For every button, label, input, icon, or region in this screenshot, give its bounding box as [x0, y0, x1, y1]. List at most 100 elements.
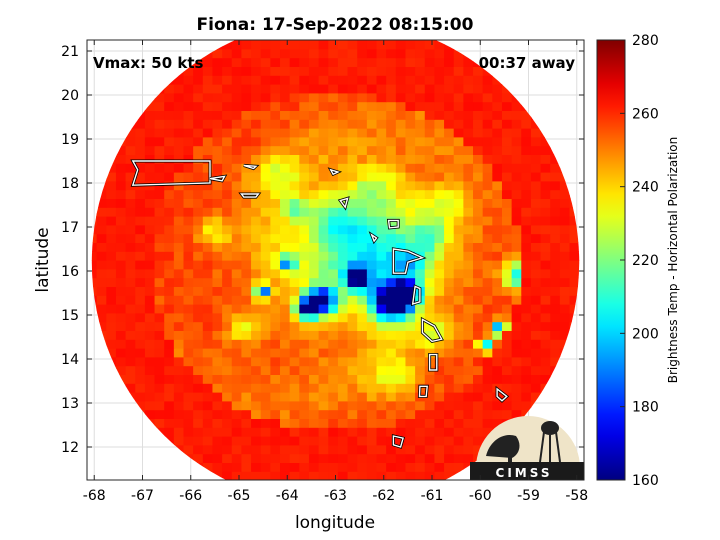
swath-cell: [405, 295, 416, 305]
swath-cell: [444, 330, 455, 340]
swath-cell: [318, 409, 329, 419]
swath-cell: [463, 207, 474, 217]
swath-cell: [347, 101, 358, 111]
swath-cell: [173, 330, 185, 340]
swath-cell: [164, 224, 175, 235]
swath-cell: [405, 92, 416, 103]
swath-cell: [135, 374, 146, 384]
swath-cell: [511, 339, 522, 349]
swath-cell: [280, 268, 291, 279]
swath-cell: [260, 92, 271, 103]
swath-cell: [289, 198, 300, 208]
swath-cell: [444, 224, 455, 235]
swath-cell: [357, 392, 368, 402]
swath-cell: [405, 110, 416, 120]
swath-cell: [289, 286, 300, 296]
swath-cell: [135, 198, 146, 208]
swath-cell: [453, 277, 464, 287]
swath-cell: [559, 198, 571, 208]
swath-cell: [415, 101, 426, 111]
swath-cell: [222, 145, 233, 155]
swath-cell: [434, 471, 445, 480]
swath-cell: [453, 286, 464, 296]
swath-cell: [453, 57, 464, 67]
swath-cell: [501, 260, 513, 270]
swath-cell: [337, 136, 349, 147]
swath-cell: [144, 286, 156, 296]
swath-cell: [164, 312, 175, 323]
swath-cell: [144, 128, 156, 138]
swath-cell: [308, 101, 320, 111]
virgin-islands: [243, 164, 258, 170]
swath-cell: [202, 207, 214, 217]
swath-cell: [299, 40, 310, 50]
swath-cell: [115, 216, 127, 226]
swath-cell: [280, 286, 291, 296]
swath-cell: [473, 66, 484, 76]
swath-cell: [251, 224, 262, 235]
swath-cell: [540, 145, 551, 155]
swath-cell: [550, 198, 561, 208]
swath-cell: [125, 198, 136, 208]
swath-cell: [135, 260, 146, 270]
swath-cell: [386, 57, 397, 67]
swath-cell: [260, 268, 271, 279]
swath-cell: [511, 330, 522, 340]
swath-cell: [212, 409, 223, 419]
swath-cell: [241, 251, 252, 261]
swath-cell: [241, 400, 252, 411]
swath-cell: [289, 383, 300, 393]
swath-cell: [405, 189, 416, 199]
swath-cell: [463, 365, 474, 375]
swath-cell: [299, 444, 310, 455]
swath-cell: [193, 189, 204, 199]
swath-cell: [463, 242, 474, 252]
swath-cell: [550, 224, 561, 235]
swath-cell: [135, 400, 146, 411]
swath-cell: [106, 251, 117, 261]
swath-cell: [386, 128, 397, 138]
swath-cell: [299, 207, 310, 217]
swath-cell: [222, 154, 233, 164]
swath-cell: [376, 462, 387, 472]
swath-cell: [251, 233, 262, 243]
swath-cell: [395, 392, 407, 402]
swath-cell: [106, 242, 117, 252]
swath-cell: [164, 207, 175, 217]
swath-cell: [424, 383, 436, 393]
swath-cell: [366, 453, 378, 463]
swath-cell: [434, 383, 445, 393]
swath-cell: [444, 339, 455, 349]
swath-cell: [492, 312, 503, 323]
swath-cell: [434, 268, 445, 279]
swath-cell: [154, 216, 165, 226]
swath-cell: [405, 163, 416, 173]
swath-cell: [164, 40, 175, 41]
swath-cell: [415, 216, 426, 226]
swath-cell: [453, 427, 464, 437]
swath-cell: [530, 392, 542, 402]
swath-cell: [366, 374, 378, 384]
swath-cell: [366, 119, 378, 129]
swath-cell: [540, 321, 551, 331]
x-axis-ticks: -68 -67 -66 -65 -64 -63 -62 -61 -60 -59 -58: [83, 40, 588, 504]
swath-cell: [444, 189, 455, 199]
swath-cell: [376, 392, 387, 402]
swath-cell: [434, 163, 445, 173]
swath-cell: [251, 295, 262, 305]
swath-cell: [424, 75, 436, 85]
swath-cell: [357, 101, 368, 111]
x-tick-label: -61: [421, 488, 444, 504]
swath-cell: [482, 233, 493, 243]
swath-cell: [231, 348, 243, 358]
swath-cell: [193, 427, 204, 437]
swath-cell: [318, 436, 329, 446]
swath-cell: [347, 119, 358, 129]
swath-cell: [193, 383, 204, 393]
swath-cell: [444, 383, 455, 393]
swath-cell: [164, 163, 175, 173]
swath-cell: [173, 295, 185, 305]
swath-cell: [260, 216, 271, 226]
swath-cell: [202, 392, 214, 402]
swath-cell: [501, 92, 513, 103]
